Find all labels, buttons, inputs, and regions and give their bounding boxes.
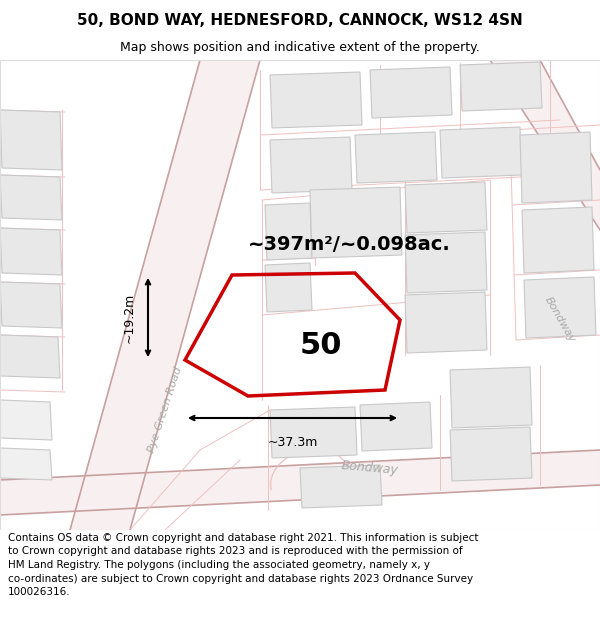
- Polygon shape: [265, 203, 312, 260]
- Polygon shape: [0, 448, 52, 480]
- Polygon shape: [460, 62, 542, 111]
- Text: ~397m²/~0.098ac.: ~397m²/~0.098ac.: [248, 236, 451, 254]
- Polygon shape: [70, 60, 260, 530]
- Polygon shape: [405, 232, 487, 293]
- Polygon shape: [0, 400, 52, 440]
- Text: Bondway: Bondway: [543, 296, 577, 344]
- Polygon shape: [300, 465, 382, 508]
- Text: 50: 50: [299, 331, 342, 360]
- Text: Contains OS data © Crown copyright and database right 2021. This information is : Contains OS data © Crown copyright and d…: [8, 533, 478, 598]
- Polygon shape: [450, 427, 532, 481]
- Polygon shape: [520, 132, 592, 203]
- Polygon shape: [405, 182, 487, 233]
- Polygon shape: [440, 127, 522, 178]
- Text: 50, BOND WAY, HEDNESFORD, CANNOCK, WS12 4SN: 50, BOND WAY, HEDNESFORD, CANNOCK, WS12 …: [77, 13, 523, 28]
- Polygon shape: [265, 263, 312, 312]
- Text: Pye Green Road: Pye Green Road: [146, 366, 184, 454]
- Polygon shape: [0, 282, 62, 328]
- Polygon shape: [405, 292, 487, 353]
- Polygon shape: [370, 67, 452, 118]
- Polygon shape: [310, 187, 402, 258]
- Polygon shape: [270, 72, 362, 128]
- Text: Map shows position and indicative extent of the property.: Map shows position and indicative extent…: [120, 41, 480, 54]
- Polygon shape: [0, 228, 62, 275]
- Polygon shape: [0, 450, 600, 515]
- Text: ~37.3m: ~37.3m: [268, 436, 317, 449]
- Polygon shape: [360, 402, 432, 451]
- Text: ~19.2m: ~19.2m: [123, 292, 136, 342]
- Polygon shape: [490, 60, 600, 230]
- Text: Bondway: Bondway: [341, 459, 399, 477]
- Polygon shape: [355, 132, 437, 183]
- Polygon shape: [522, 207, 594, 273]
- Polygon shape: [0, 110, 62, 170]
- Polygon shape: [450, 367, 532, 428]
- Polygon shape: [524, 277, 596, 338]
- Polygon shape: [270, 137, 352, 193]
- Polygon shape: [270, 407, 357, 458]
- Polygon shape: [0, 335, 60, 378]
- Polygon shape: [0, 175, 62, 220]
